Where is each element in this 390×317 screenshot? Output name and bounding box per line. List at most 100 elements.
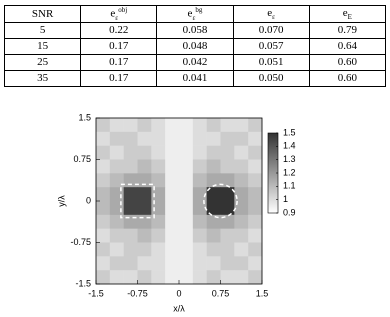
heat-cell bbox=[220, 214, 235, 229]
colorbar-tick-label: 1.5 bbox=[283, 127, 296, 137]
heat-cell bbox=[179, 159, 194, 174]
heat-cell bbox=[179, 187, 194, 202]
header-cell: eεbg bbox=[156, 5, 234, 23]
heat-cell bbox=[192, 256, 207, 271]
subscript: ε bbox=[115, 13, 119, 22]
heat-cell bbox=[123, 131, 138, 146]
heat-cell bbox=[192, 228, 207, 243]
colorbar-tick-label: 0.9 bbox=[283, 207, 296, 217]
heat-cell bbox=[192, 242, 207, 257]
heat-cell bbox=[179, 201, 194, 216]
heat-cell bbox=[248, 145, 263, 160]
heat-cell bbox=[234, 228, 249, 243]
heat-cell bbox=[165, 228, 180, 243]
heat-cell bbox=[137, 214, 152, 229]
heat-cell bbox=[248, 131, 263, 146]
heat-cell bbox=[137, 118, 152, 133]
heat-cell bbox=[123, 173, 138, 188]
subscript: ε bbox=[192, 13, 196, 22]
heat-cell bbox=[179, 270, 194, 285]
heat-cell bbox=[248, 214, 263, 229]
heat-cell bbox=[151, 242, 166, 257]
results-table: SNR eεobj eεbg eε eE 5 0.22 0.058 0.070 0.79 15 0.1… bbox=[3, 5, 387, 87]
heat-cell bbox=[234, 145, 249, 160]
heat-cell bbox=[123, 270, 138, 285]
y-tick-label: -0.75 bbox=[70, 237, 91, 247]
x-axis-label: x/λ bbox=[173, 303, 185, 313]
colorbar-tick-label: 1.1 bbox=[283, 181, 296, 191]
heat-cell bbox=[109, 214, 124, 229]
heat-cell bbox=[151, 270, 166, 285]
heat-cell bbox=[109, 270, 124, 285]
heat-cell bbox=[96, 187, 111, 202]
heat-cell bbox=[234, 187, 249, 202]
heat-cell bbox=[234, 201, 249, 216]
heat-cell bbox=[206, 201, 221, 216]
heat-cell bbox=[137, 159, 152, 174]
heat-cell bbox=[123, 145, 138, 160]
heat-cell bbox=[234, 256, 249, 271]
heat-cell bbox=[248, 228, 263, 243]
heat-cell bbox=[206, 214, 221, 229]
table-cell: 0.64 bbox=[308, 37, 387, 55]
heat-cell bbox=[206, 118, 221, 133]
y-tick-label: 1.5 bbox=[78, 112, 91, 122]
heat-cell bbox=[206, 228, 221, 243]
heat-cell bbox=[220, 228, 235, 243]
heat-cell bbox=[206, 159, 221, 174]
heat-cell bbox=[109, 173, 124, 188]
heat-cell bbox=[109, 242, 124, 257]
superscript: bg bbox=[195, 6, 203, 14]
heat-cell bbox=[179, 228, 194, 243]
heat-cell bbox=[179, 256, 194, 271]
table-cell: 5 bbox=[3, 21, 82, 39]
heat-cell bbox=[220, 118, 235, 133]
subscript: E bbox=[347, 13, 352, 22]
table-cell: 0.051 bbox=[232, 53, 310, 71]
heat-cell bbox=[192, 145, 207, 160]
heat-cell bbox=[206, 187, 221, 202]
heat-cell bbox=[109, 201, 124, 216]
heat-cell bbox=[109, 131, 124, 146]
heat-cell bbox=[179, 145, 194, 160]
x-tick-label: 0.75 bbox=[212, 288, 230, 298]
heat-cell bbox=[109, 256, 124, 271]
heat-cell bbox=[123, 256, 138, 271]
heat-cell bbox=[137, 173, 152, 188]
table-cell: 35 bbox=[3, 69, 82, 87]
heat-cell bbox=[109, 118, 124, 133]
table-cell: 0.042 bbox=[156, 53, 234, 71]
heat-cell bbox=[206, 131, 221, 146]
heat-cell bbox=[96, 201, 111, 216]
heat-cell bbox=[179, 242, 194, 257]
heat-cell bbox=[165, 201, 180, 216]
heat-cell bbox=[137, 187, 152, 202]
heat-cell bbox=[123, 187, 138, 202]
heat-cell bbox=[96, 228, 111, 243]
heat-cell bbox=[220, 242, 235, 257]
heat-cell bbox=[192, 187, 207, 202]
heat-cell bbox=[206, 256, 221, 271]
heat-cell bbox=[248, 270, 263, 285]
heat-cell bbox=[234, 242, 249, 257]
table-cell: 0.057 bbox=[232, 37, 310, 55]
heat-cell bbox=[123, 201, 138, 216]
object-outline bbox=[203, 183, 238, 219]
heat-cell bbox=[165, 173, 180, 188]
table-cell: 25 bbox=[3, 53, 82, 71]
heat-cell bbox=[248, 256, 263, 271]
symbol: e bbox=[110, 7, 116, 20]
heat-cell bbox=[137, 270, 152, 285]
heat-cell bbox=[109, 228, 124, 243]
heat-cell bbox=[192, 118, 207, 133]
heat-cell bbox=[137, 201, 152, 216]
heat-cell bbox=[234, 159, 249, 174]
header-cell: eε bbox=[232, 5, 310, 23]
superscript: obj bbox=[118, 6, 128, 14]
heat-cell bbox=[220, 131, 235, 146]
heat-cell bbox=[165, 145, 180, 160]
table-cell: 0.17 bbox=[80, 69, 158, 87]
subscript: ε bbox=[272, 13, 276, 22]
heat-cell bbox=[220, 201, 235, 216]
